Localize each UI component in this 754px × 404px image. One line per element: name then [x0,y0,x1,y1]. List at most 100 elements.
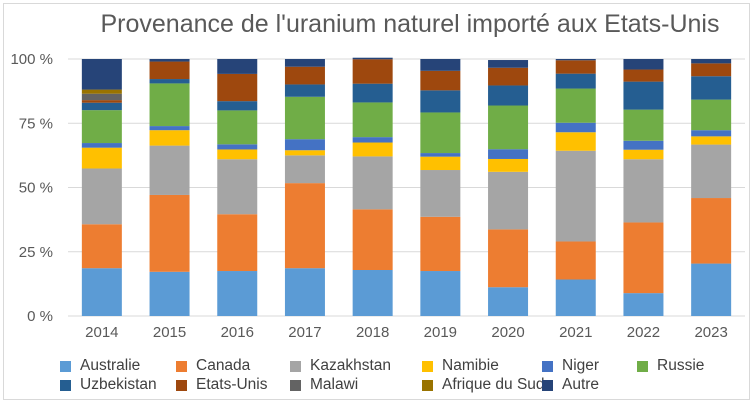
bar-segment-canada [691,198,732,264]
bar-segment-autre [217,59,258,74]
legend-item: Kazakhstan [290,357,391,375]
chart-frame [3,3,750,400]
legend-label: Niger [562,357,600,374]
bar-segment-kazakhstan [420,170,461,217]
bar-segment-autre [81,59,122,90]
bar-segment-niger [217,144,258,150]
x-tick-label: 2015 [153,324,186,341]
legend-item: Malawi [290,376,358,394]
bar-segment-australie [623,293,664,316]
bar-segment-namibie [149,130,190,146]
bar-segment-niger [81,143,122,148]
bar-segment-namibie [555,132,596,151]
legend-swatch [637,360,648,372]
bar-segment-autre [691,59,732,64]
bar-segment-niger [284,139,325,151]
x-tick-label: 2018 [356,324,389,341]
bar-segment-kazakhstan [352,156,393,210]
x-tick-label: 2017 [288,324,321,341]
legend-swatch [290,360,301,372]
bar-segment-australie [217,271,258,316]
legend-item: Etats-Unis [176,376,268,394]
legend-label: Afrique du Sud [442,376,545,393]
bar-segment-uzbekistan [420,90,461,113]
bar-segment-russie [149,83,190,127]
bar-segment-canada [623,222,664,294]
bar-segment-etats-unis [81,100,122,103]
bar-segment-uzbekistan [488,85,529,106]
bar-segment-russie [217,110,258,145]
bar-segment-canada [352,209,393,270]
bar-segment-uzbekistan [217,101,258,111]
x-tick-label: 2020 [491,324,524,341]
x-tick-label: 2023 [694,324,727,341]
legend-swatch [176,379,187,391]
legend-item: Autre [542,376,599,394]
bar-segment-russie [81,110,122,144]
bar-segment-namibie [352,142,393,157]
legend-item: Russie [637,357,704,375]
bar-segment-niger [691,130,732,137]
bar-segment-autre [149,59,190,62]
bar-segment-etats-unis [691,63,732,77]
chart-title: Provenance de l'uranium naturel importé … [101,10,720,38]
bar-segment-australie [352,269,393,316]
bar-segment-etats-unis [420,70,461,91]
bar-segment-autre [488,60,529,68]
bar-segment-kazakhstan [623,159,664,223]
x-tick-label: 2021 [559,324,592,341]
bar-segment-australie [691,263,732,316]
legend-label: Australie [80,357,141,374]
legend-label: Autre [562,376,600,393]
bar-segment-namibie [691,136,732,145]
bar-segment-autre [555,59,596,61]
x-tick-label: 2014 [85,324,118,341]
bar-segment-canada [81,224,122,269]
bar-segment-kazakhstan [691,144,732,199]
bar-segment-russie [420,112,461,154]
bar-segment-namibie [81,147,122,169]
bar-segment-niger [149,126,190,131]
legend-swatch [422,379,433,391]
legend-swatch [422,360,433,372]
bar-segment-australie [284,268,325,316]
x-tick-label: 2016 [221,324,254,341]
bar-segment-namibie [217,149,258,160]
bar-segment-canada [488,229,529,288]
bar-segment-kazakhstan [555,150,596,242]
bar-segment-etats-unis [623,69,664,82]
bar-segment-russie [623,109,664,141]
bar-segment-kazakhstan [217,159,258,215]
bar-segment-australie [149,271,190,316]
bar-segment-kazakhstan [488,171,529,230]
legend-swatch [60,379,71,391]
bar-segment-etats-unis [352,59,393,84]
bar-segment-uzbekistan [623,81,664,110]
bar-segment-namibie [284,150,325,156]
bar-segment-malawi [81,93,122,101]
bar-segment-australie [488,287,529,316]
bar-segment-etats-unis [284,66,325,85]
bar-segment-uzbekistan [81,102,122,111]
legend-label: Uzbekistan [80,376,157,393]
bar-segment-namibie [488,158,529,172]
legend-label: Russie [657,357,705,374]
bar-segment-australie [555,279,596,316]
legend-label: Etats-Unis [196,376,268,393]
bar-segment-afrique-du-sud [81,89,122,94]
legend-label: Malawi [310,376,359,393]
x-tick-label: 2022 [627,324,660,341]
legend-item: Afrique du Sud [422,376,545,394]
x-tick-label: 2019 [424,324,457,341]
legend-item: Niger [542,357,599,375]
bar-segment-russie [555,88,596,123]
bar-segment-russie [691,99,732,131]
bar-segment-kazakhstan [149,145,190,195]
bar-segment-niger [488,149,529,159]
legend-label: Kazakhstan [310,357,391,374]
bar-segment-autre [284,59,325,67]
bar-segment-etats-unis [217,73,258,102]
legend-label: Canada [196,357,251,374]
legend-item: Australie [60,357,140,375]
